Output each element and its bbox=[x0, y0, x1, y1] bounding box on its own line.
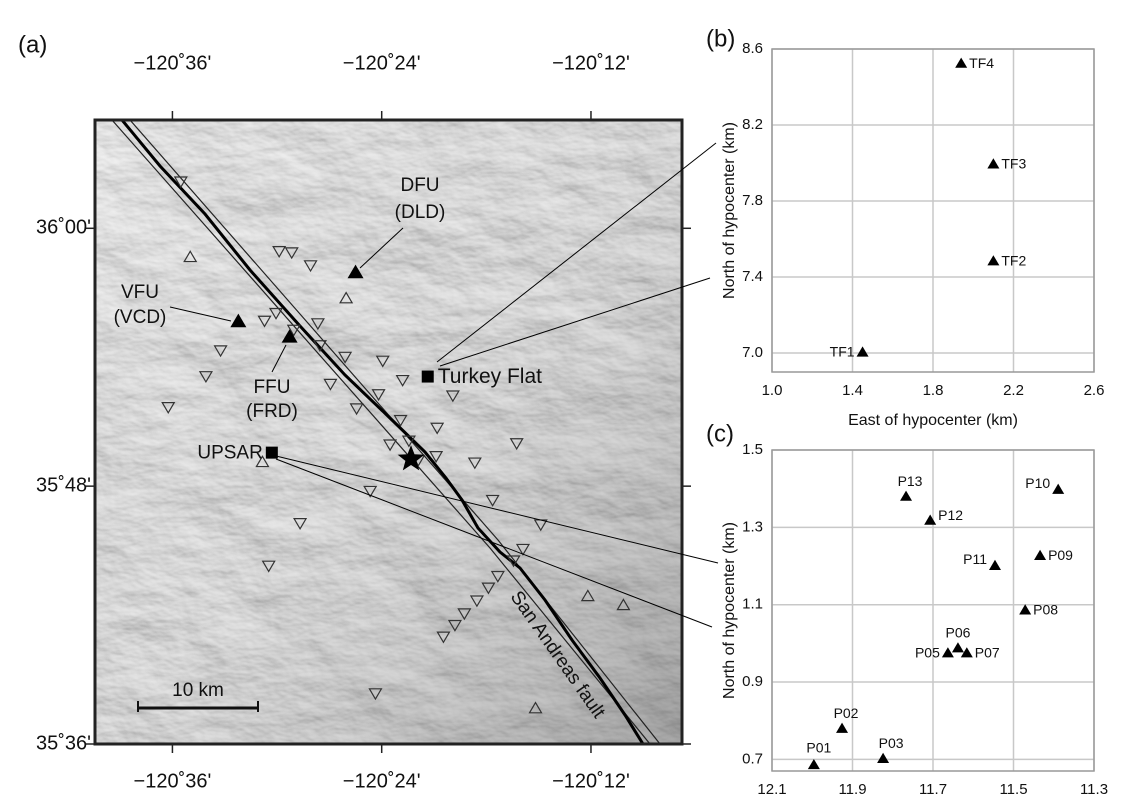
point-label: P06 bbox=[945, 624, 970, 640]
point-label: P03 bbox=[879, 735, 904, 751]
y-tick-label: 36˚00' bbox=[36, 217, 91, 239]
point-label: P10 bbox=[1025, 475, 1050, 491]
y-axis-title: North of hypocenter (km) bbox=[721, 122, 738, 299]
station-name: FFU bbox=[254, 377, 291, 398]
x-tick-label: −120˚24' bbox=[343, 52, 421, 74]
panel-label: (b) bbox=[706, 25, 735, 52]
station-code: (DLD) bbox=[395, 202, 446, 223]
x-tick-label: 1.8 bbox=[923, 382, 944, 399]
site bbox=[422, 371, 434, 383]
x-axis-title: East of hypocenter (km) bbox=[848, 412, 1018, 429]
site bbox=[266, 447, 278, 459]
point-label: TF1 bbox=[830, 344, 855, 360]
y-tick-label: 7.8 bbox=[742, 192, 763, 209]
x-tick-label: −120˚36' bbox=[134, 770, 212, 792]
point-label: P11 bbox=[963, 551, 987, 567]
terrain-shade bbox=[95, 120, 682, 744]
station-code: (VCD) bbox=[114, 307, 167, 328]
y-tick-label: 8.2 bbox=[742, 116, 763, 133]
y-tick-label: 8.6 bbox=[742, 40, 763, 57]
site-name: UPSAR bbox=[197, 443, 262, 464]
y-tick-label: 1.3 bbox=[742, 518, 763, 535]
point-label: P02 bbox=[834, 705, 859, 721]
point-label: TF2 bbox=[1001, 253, 1026, 269]
point-label: P05 bbox=[915, 645, 940, 661]
x-tick-label: −120˚12' bbox=[552, 52, 630, 74]
x-tick-label: 2.6 bbox=[1084, 382, 1105, 399]
x-tick-label: 1.0 bbox=[762, 382, 783, 399]
x-tick-label: 11.7 bbox=[919, 781, 947, 798]
y-tick-label: 35˚48' bbox=[36, 474, 91, 496]
x-tick-label: 11.3 bbox=[1080, 781, 1108, 798]
x-tick-label: 12.1 bbox=[757, 781, 786, 798]
site-name: Turkey Flat bbox=[438, 365, 542, 388]
point-label: P07 bbox=[975, 645, 1000, 661]
point-label: TF4 bbox=[969, 55, 994, 71]
point-label: P01 bbox=[806, 739, 831, 755]
point-label: P13 bbox=[898, 473, 923, 489]
station-name: DFU bbox=[400, 175, 439, 196]
station-name: VFU bbox=[121, 282, 159, 303]
y-tick-label: 35˚36' bbox=[36, 732, 91, 754]
x-tick-label: −120˚12' bbox=[552, 770, 630, 792]
figure: (a) DFU (DLD) VFU (VCD) FFU (FRD) Turkey Flat UP… bbox=[0, 0, 1123, 807]
station-code: (FRD) bbox=[246, 401, 298, 422]
point-label: TF3 bbox=[1001, 156, 1026, 172]
y-tick-label: 1.5 bbox=[742, 441, 763, 458]
x-tick-label: −120˚24' bbox=[343, 770, 421, 792]
point-label: P12 bbox=[938, 507, 963, 523]
x-tick-label: 11.5 bbox=[999, 781, 1027, 798]
y-tick-label: 0.9 bbox=[742, 673, 763, 690]
panel-label: (a) bbox=[18, 31, 47, 58]
point-label: P09 bbox=[1048, 547, 1073, 563]
point-label: P08 bbox=[1033, 602, 1058, 618]
scale-bar-label: 10 km bbox=[172, 680, 224, 701]
panel-label: (c) bbox=[706, 420, 734, 447]
y-tick-label: 0.7 bbox=[742, 750, 763, 767]
y-tick-label: 7.4 bbox=[742, 268, 763, 285]
x-tick-label: −120˚36' bbox=[134, 52, 212, 74]
y-tick-label: 1.1 bbox=[742, 596, 763, 613]
x-tick-label: 1.4 bbox=[842, 382, 863, 399]
x-tick-label: 2.2 bbox=[1003, 382, 1024, 399]
y-tick-label: 7.0 bbox=[742, 344, 763, 361]
y-axis-title: North of hypocenter (km) bbox=[721, 522, 738, 699]
x-tick-label: 11.9 bbox=[838, 781, 866, 798]
